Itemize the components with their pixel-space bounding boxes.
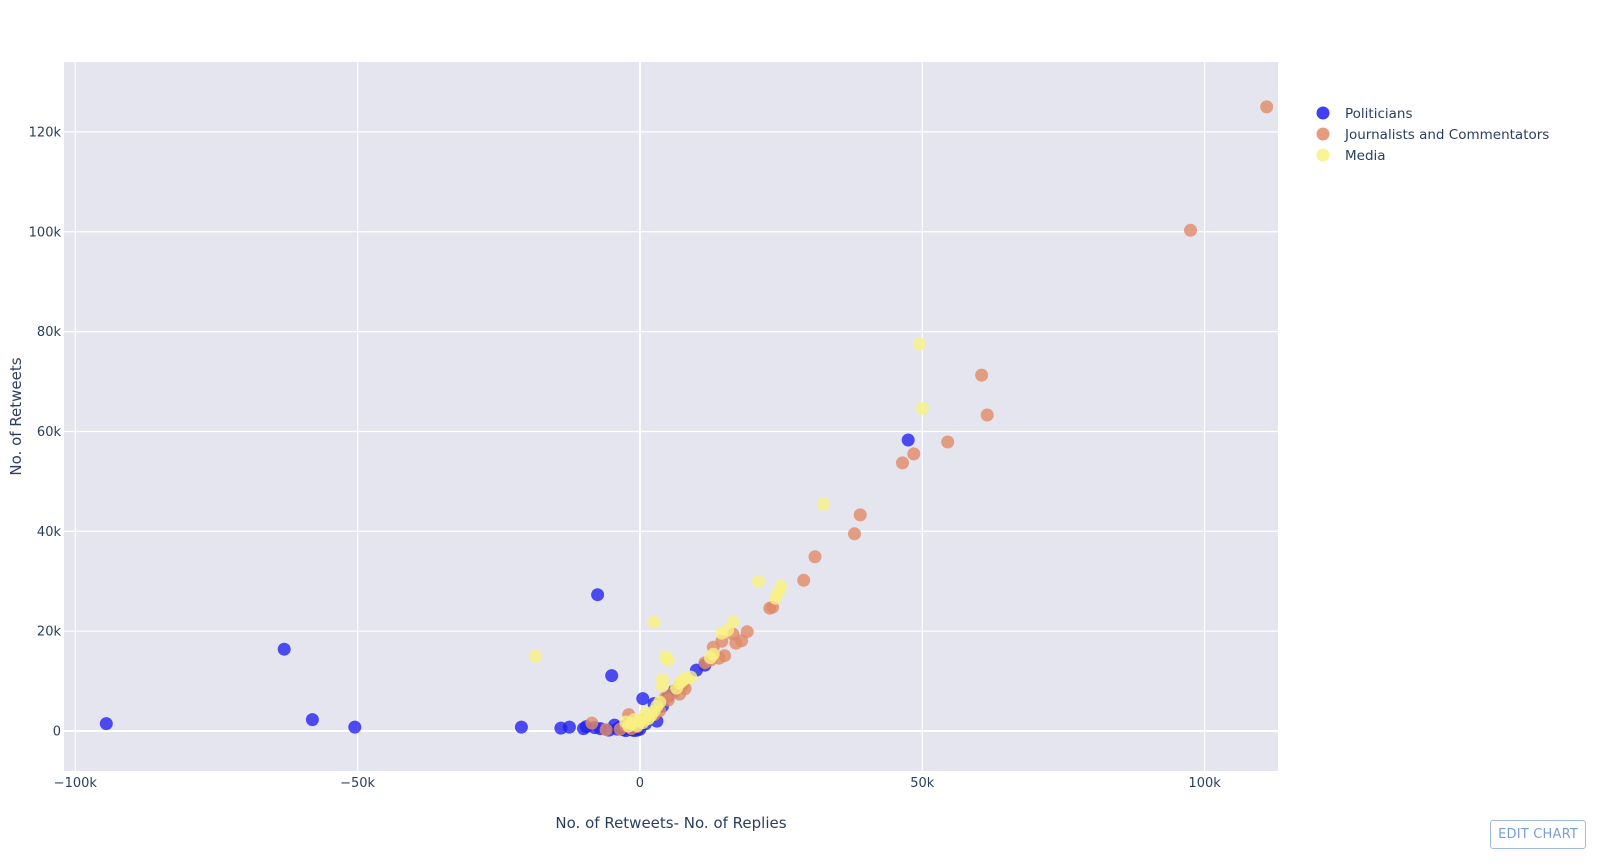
y-axis-ticks: 0 20k 40k 60k 80k 100k 120k: [29, 125, 62, 739]
plot-area: [64, 62, 1278, 771]
data-point[interactable]: [562, 720, 576, 734]
y-tick-label: 40k: [37, 525, 62, 540]
edit-chart-button[interactable]: EDIT CHART: [1490, 820, 1586, 849]
data-point[interactable]: [656, 679, 669, 693]
data-point[interactable]: [619, 715, 633, 729]
data-point[interactable]: [605, 669, 619, 683]
data-point[interactable]: [975, 368, 989, 382]
y-tick-label: 60k: [37, 425, 62, 440]
legend-label: Politicians: [1345, 106, 1413, 122]
data-point[interactable]: [277, 642, 291, 656]
data-point[interactable]: [848, 527, 861, 541]
legend-item[interactable]: Politicians: [1316, 106, 1413, 122]
data-point[interactable]: [704, 651, 717, 665]
data-point[interactable]: [670, 681, 684, 695]
data-point[interactable]: [808, 550, 822, 564]
data-point[interactable]: [763, 601, 777, 615]
data-point[interactable]: [348, 720, 362, 734]
data-point[interactable]: [752, 574, 765, 588]
y-tick-label: 120k: [29, 125, 62, 140]
grid-lines: [64, 62, 1278, 771]
legend-marker: [1316, 148, 1330, 162]
data-point[interactable]: [658, 650, 672, 664]
data-point[interactable]: [817, 497, 830, 511]
y-axis-title: No. of Retweets: [7, 357, 25, 475]
y-tick-label: 20k: [37, 625, 62, 640]
legend-marker: [1316, 127, 1330, 141]
data-point[interactable]: [529, 649, 542, 663]
data-point[interactable]: [591, 588, 605, 602]
x-tick-label: 0: [636, 776, 644, 791]
legend-item[interactable]: Journalists and Commentators: [1316, 127, 1550, 143]
data-point[interactable]: [853, 508, 867, 522]
y-tick-label: 80k: [37, 325, 62, 340]
legend-item[interactable]: Media: [1316, 148, 1386, 164]
data-point[interactable]: [907, 447, 921, 461]
data-point[interactable]: [715, 626, 729, 640]
legend-label: Media: [1345, 148, 1386, 164]
data-point[interactable]: [514, 720, 528, 734]
x-tick-label: −100k: [54, 776, 98, 791]
data-point[interactable]: [769, 591, 782, 605]
data-point[interactable]: [980, 408, 994, 422]
legend[interactable]: Politicians Journalists and Commentators M…: [1316, 106, 1550, 164]
x-tick-label: −50k: [340, 776, 375, 791]
x-axis-ticks: −100k −50k 0 50k 100k: [54, 776, 1222, 791]
x-axis-title: No. of Retweets- No. of Replies: [555, 814, 786, 832]
data-point[interactable]: [901, 433, 915, 447]
data-point[interactable]: [915, 402, 929, 415]
legend-label: Journalists and Commentators: [1344, 127, 1549, 143]
data-points: [99, 100, 1274, 738]
data-point[interactable]: [1260, 100, 1274, 114]
data-point[interactable]: [599, 723, 613, 737]
data-point[interactable]: [1184, 223, 1197, 237]
data-point[interactable]: [797, 573, 811, 587]
data-point[interactable]: [305, 713, 319, 727]
data-point[interactable]: [647, 615, 661, 629]
data-point[interactable]: [912, 337, 926, 351]
legend-marker: [1316, 106, 1330, 120]
x-tick-label: 100k: [1188, 776, 1221, 791]
data-point[interactable]: [636, 692, 650, 706]
y-tick-label: 100k: [29, 225, 62, 240]
data-point[interactable]: [896, 456, 909, 470]
data-point[interactable]: [99, 717, 113, 731]
data-point[interactable]: [941, 435, 955, 449]
x-tick-label: 50k: [910, 776, 935, 791]
series-2: [529, 337, 929, 733]
y-tick-label: 0: [53, 725, 61, 740]
data-point[interactable]: [585, 716, 599, 730]
